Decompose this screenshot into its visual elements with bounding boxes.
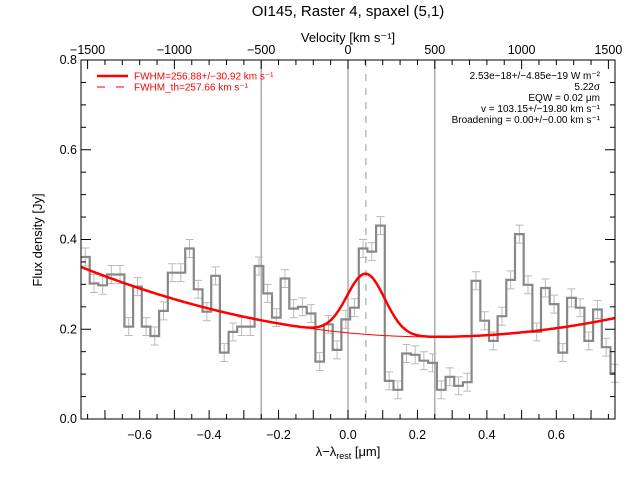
annotation-velocity: v = 103.15+/−19.80 km s⁻¹ — [481, 104, 601, 115]
top-tick-label: 500 — [424, 43, 445, 57]
model-curves — [80, 265, 616, 339]
top-tick-label: 1000 — [508, 43, 536, 57]
x-axis-title: λ−λrest [μm] — [316, 444, 381, 461]
annotation-broadening: Broadening = 0.00+/−0.00 km s⁻¹ — [452, 115, 601, 126]
x-axis-title-main: λ−λ — [316, 444, 337, 459]
x-tick-label: −0.4 — [197, 428, 222, 442]
continuum-curve — [80, 266, 616, 338]
chart-title: OI145, Raster 4, spaxel (5,1) — [252, 3, 445, 20]
spectrum-series — [81, 224, 615, 391]
top-tick-label: 1500 — [594, 43, 622, 57]
y-tick-label: 0.0 — [60, 412, 77, 426]
annotation-significance: 5.22σ — [574, 82, 600, 93]
annotation-line-flux: 2.53e−18+/−4.85e−19 W m⁻² — [470, 71, 601, 82]
legend-entry-fwhm-th: FWHM_th=257.66 km s⁻¹ — [134, 83, 249, 94]
fit-annotations: 2.53e−18+/−4.85e−19 W m⁻² 5.22σ EQW = 0.… — [452, 71, 601, 126]
x-tick-label: 0.2 — [409, 428, 426, 442]
spectrum-step-line — [81, 224, 615, 391]
x-tick-label: 0.4 — [478, 428, 495, 442]
annotation-eqw: EQW = 0.02 μm — [528, 93, 600, 104]
x-tick-label: −0.2 — [266, 428, 291, 442]
axes: −0.6 −0.4 −0.2 0.0 0.2 0.4 0.6 −1500 −1000 −500 0 5… — [60, 43, 623, 442]
y-tick-label: 0.2 — [60, 322, 77, 336]
top-axis-title: Velocity [km s⁻¹] — [301, 30, 395, 45]
top-tick-label: 0 — [345, 43, 352, 57]
top-tick-label: −500 — [247, 43, 275, 57]
y-tick-label: 0.4 — [60, 233, 77, 247]
x-axis-title-unit: [μm] — [351, 444, 380, 459]
reference-lines — [260, 60, 436, 419]
x-axis-title-sub: rest — [336, 451, 352, 461]
y-tick-label: 0.6 — [60, 143, 77, 157]
x-tick-label: −0.6 — [127, 428, 152, 442]
x-tick-label: 0.0 — [339, 428, 356, 442]
y-tick-label: 0.8 — [60, 53, 77, 67]
legend: FWHM=256.88+/−30.92 km s⁻¹ FWHM_th=257.6… — [97, 72, 274, 94]
x-tick-label: 0.6 — [548, 428, 565, 442]
top-tick-label: −1500 — [70, 43, 105, 57]
top-tick-label: −1000 — [157, 43, 192, 57]
y-axis-title: Flux density [Jy] — [30, 193, 45, 286]
legend-entry-fwhm: FWHM=256.88+/−30.92 km s⁻¹ — [134, 72, 274, 83]
